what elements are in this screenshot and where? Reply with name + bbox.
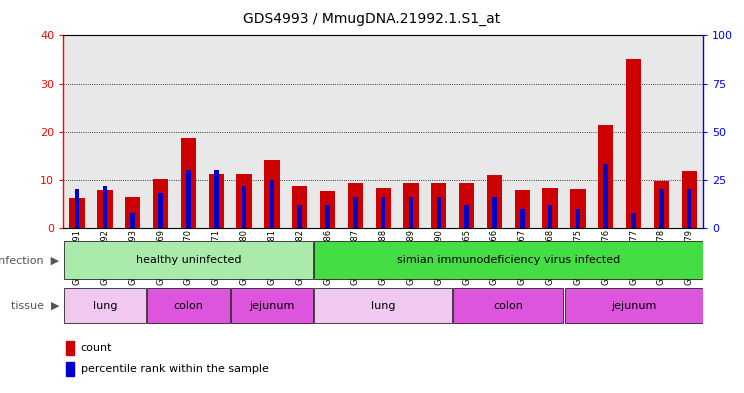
Bar bbox=[654, 181, 669, 228]
Bar bbox=[264, 160, 280, 228]
Bar bbox=[298, 205, 302, 228]
Text: simian immunodeficiency virus infected: simian immunodeficiency virus infected bbox=[397, 255, 620, 265]
Bar bbox=[237, 174, 251, 228]
Bar bbox=[576, 209, 580, 228]
FancyBboxPatch shape bbox=[147, 288, 230, 323]
Bar bbox=[570, 189, 586, 228]
FancyBboxPatch shape bbox=[453, 288, 563, 323]
Bar bbox=[66, 341, 74, 355]
Bar bbox=[320, 191, 335, 228]
Bar bbox=[66, 362, 74, 376]
Bar bbox=[181, 138, 196, 228]
FancyBboxPatch shape bbox=[64, 288, 146, 323]
FancyBboxPatch shape bbox=[565, 288, 702, 323]
Bar bbox=[158, 193, 163, 228]
Text: tissue  ▶: tissue ▶ bbox=[11, 301, 60, 310]
Text: colon: colon bbox=[173, 301, 203, 310]
Text: colon: colon bbox=[493, 301, 523, 310]
Bar bbox=[242, 185, 246, 228]
Text: jejunum: jejunum bbox=[611, 301, 656, 310]
Bar bbox=[125, 197, 141, 228]
Bar bbox=[103, 185, 107, 228]
Bar bbox=[97, 190, 112, 228]
Bar bbox=[408, 197, 413, 228]
Bar bbox=[603, 164, 608, 228]
Bar bbox=[548, 205, 552, 228]
Bar bbox=[269, 180, 275, 228]
Bar bbox=[515, 190, 530, 228]
Text: lung: lung bbox=[371, 301, 395, 310]
Text: jejunum: jejunum bbox=[249, 301, 295, 310]
Bar bbox=[437, 197, 441, 228]
Text: GDS4993 / MmugDNA.21992.1.S1_at: GDS4993 / MmugDNA.21992.1.S1_at bbox=[243, 12, 501, 26]
Text: lung: lung bbox=[93, 301, 118, 310]
Bar bbox=[75, 189, 80, 228]
Text: percentile rank within the sample: percentile rank within the sample bbox=[81, 364, 269, 375]
Bar bbox=[214, 170, 219, 228]
Bar bbox=[487, 175, 502, 228]
Bar bbox=[682, 171, 697, 228]
Bar bbox=[186, 170, 190, 228]
Bar bbox=[353, 197, 358, 228]
Bar bbox=[381, 197, 385, 228]
Bar bbox=[208, 174, 224, 228]
Text: infection  ▶: infection ▶ bbox=[0, 255, 60, 265]
Bar bbox=[659, 189, 664, 228]
Text: healthy uninfected: healthy uninfected bbox=[135, 255, 241, 265]
Bar bbox=[492, 197, 497, 228]
Bar bbox=[153, 179, 168, 228]
FancyBboxPatch shape bbox=[64, 241, 313, 279]
Bar bbox=[130, 213, 135, 228]
Bar bbox=[598, 125, 613, 228]
Bar bbox=[459, 183, 474, 228]
Bar bbox=[687, 189, 691, 228]
FancyBboxPatch shape bbox=[314, 241, 702, 279]
Bar bbox=[376, 189, 391, 228]
Text: count: count bbox=[81, 343, 112, 353]
Bar bbox=[542, 187, 558, 228]
Bar bbox=[431, 183, 446, 228]
Bar bbox=[631, 213, 636, 228]
Bar bbox=[520, 209, 525, 228]
Bar bbox=[626, 59, 641, 228]
FancyBboxPatch shape bbox=[314, 288, 452, 323]
Bar bbox=[325, 205, 330, 228]
Bar bbox=[69, 198, 85, 228]
Bar bbox=[464, 205, 469, 228]
Bar bbox=[292, 186, 307, 228]
Bar bbox=[403, 183, 419, 228]
Bar bbox=[347, 183, 363, 228]
FancyBboxPatch shape bbox=[231, 288, 313, 323]
